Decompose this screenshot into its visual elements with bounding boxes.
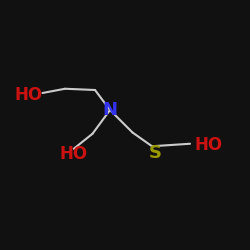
Text: N: N [102, 101, 118, 119]
Text: HO: HO [60, 145, 88, 163]
Text: HO: HO [15, 86, 43, 104]
Text: HO: HO [195, 136, 223, 154]
Text: S: S [148, 144, 162, 162]
